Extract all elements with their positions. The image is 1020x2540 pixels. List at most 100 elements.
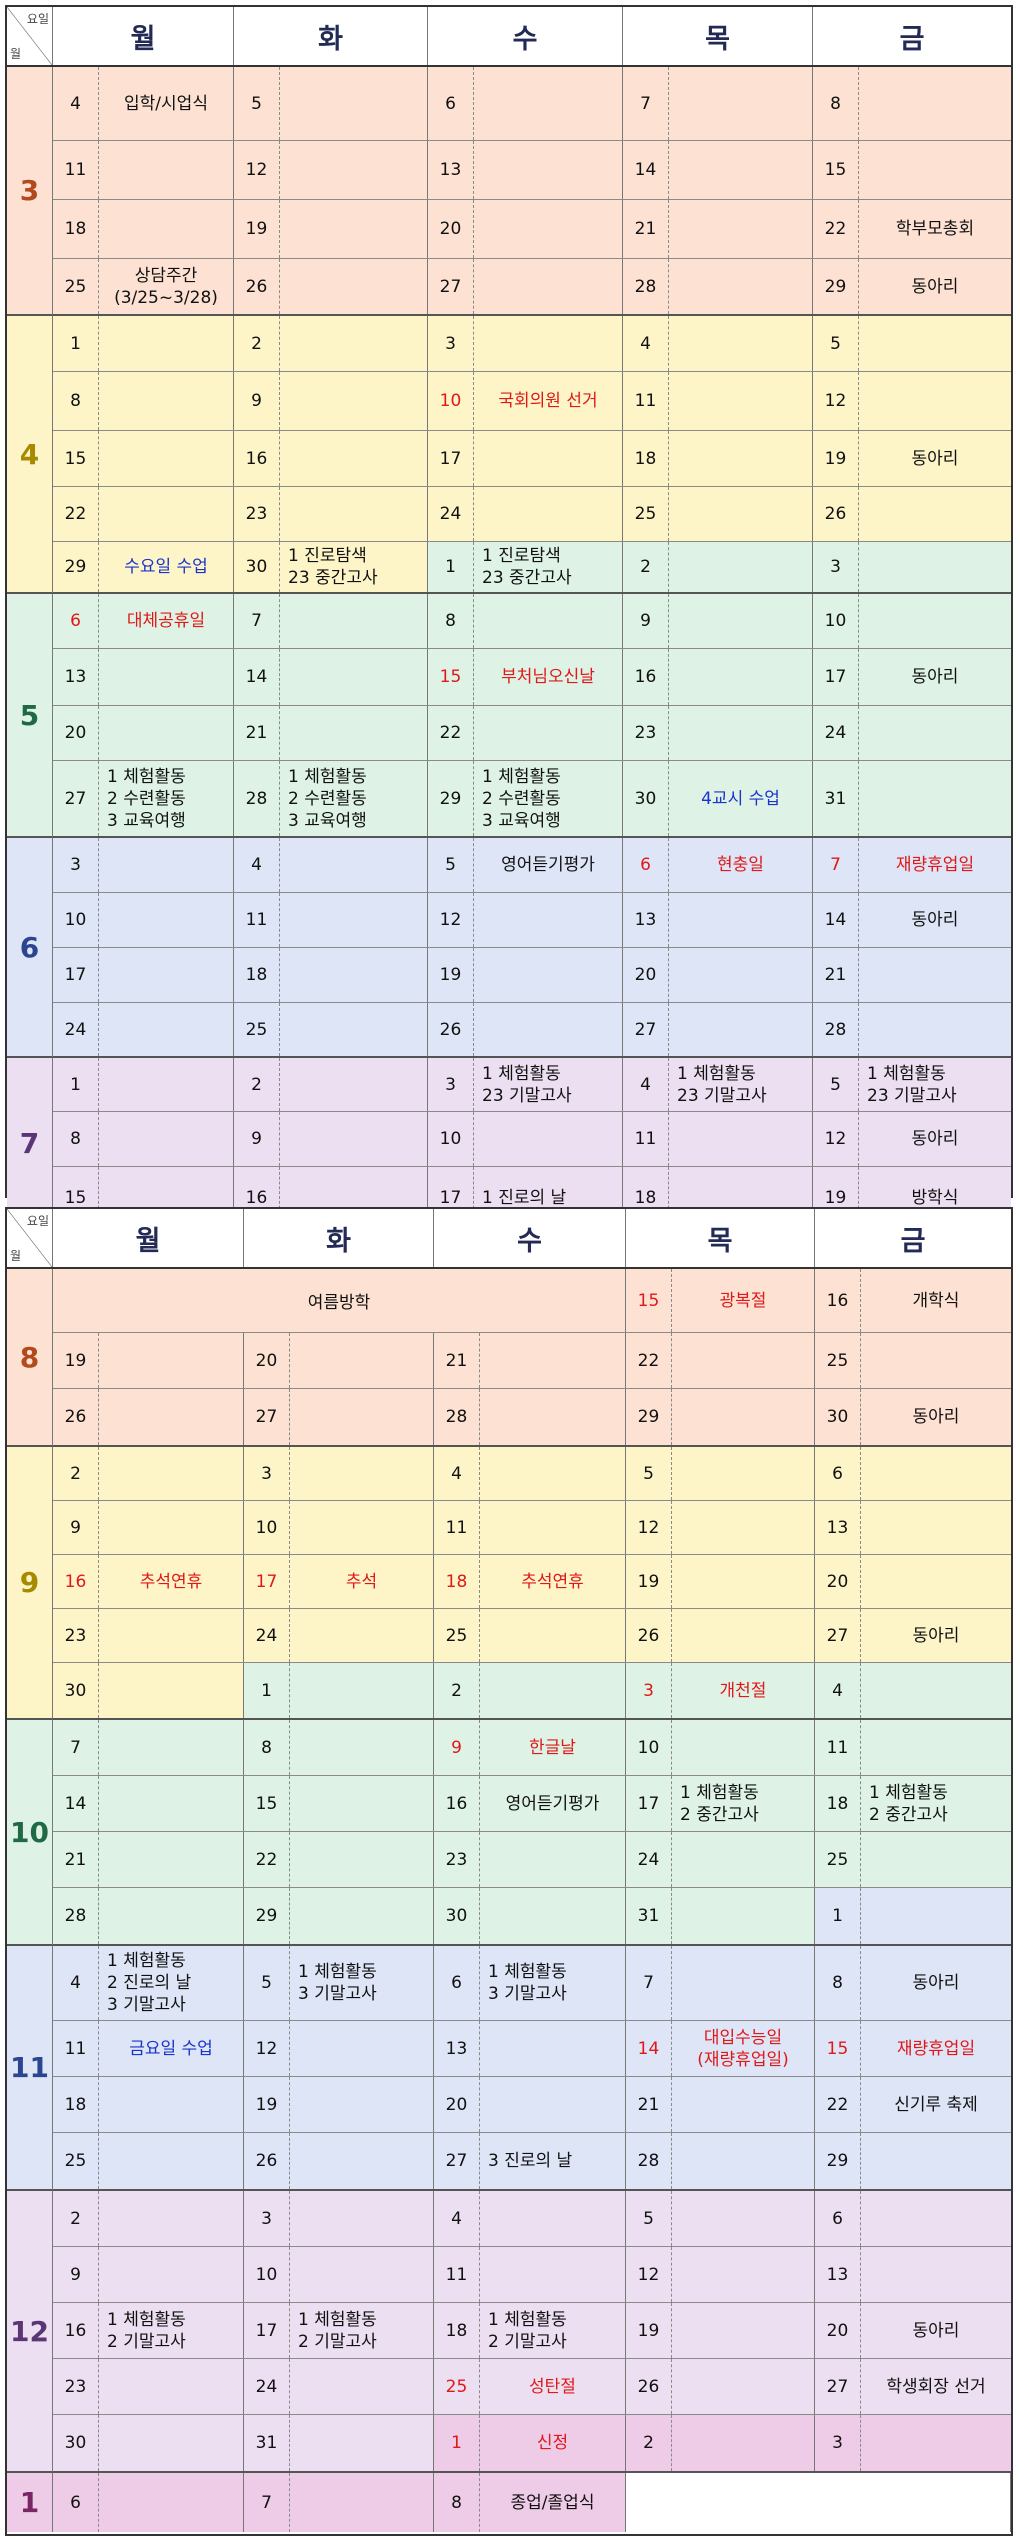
week-row: 9 10 11 12 13 bbox=[53, 1501, 1011, 1555]
day-number: 6 bbox=[434, 1946, 480, 2020]
day-number: 21 bbox=[623, 200, 669, 258]
day-cell: 21 bbox=[434, 1333, 626, 1388]
day-number: 3 bbox=[626, 1663, 672, 1718]
day-number: 15 bbox=[813, 141, 859, 199]
day-event bbox=[480, 1663, 625, 1718]
day-number: 3 bbox=[813, 542, 859, 592]
day-cell: 28 1 체험활동 2 수련활동 3 교육여행 bbox=[234, 761, 428, 836]
event-line: 2 수련활동 bbox=[107, 788, 186, 809]
day-number: 7 bbox=[234, 594, 280, 648]
week-row: 7 8 9 한글날 10 11 bbox=[53, 1720, 1011, 1776]
day-number: 16 bbox=[234, 431, 280, 486]
day-number: 16 bbox=[53, 2303, 99, 2358]
day-event bbox=[290, 1501, 433, 1554]
day-event bbox=[672, 1333, 814, 1388]
day-event bbox=[859, 948, 1011, 1002]
day-cell: 7 bbox=[244, 2473, 434, 2532]
day-number: 25 bbox=[815, 1832, 861, 1887]
day-event bbox=[280, 316, 427, 371]
day-cell: 26 bbox=[428, 1003, 623, 1056]
event-line: 23 중간고사 bbox=[288, 568, 378, 588]
day-number: 18 bbox=[434, 2303, 480, 2358]
month-group-5: 5 6 대체공휴일 7 8 9 10 13 14 15 부처님오신날 16 17 동아리 20 21 22 23 2… bbox=[7, 594, 1011, 838]
day-number: 21 bbox=[53, 1832, 99, 1887]
day-cell: 5 bbox=[626, 2191, 815, 2246]
week-row: 27 1 체험활동 2 수련활동 3 교육여행 28 1 체험활동 2 수련활동 3 교육여행… bbox=[53, 761, 1011, 836]
event-line: 대입수능일 bbox=[703, 2027, 783, 2048]
day-event: 신정 bbox=[480, 2415, 625, 2471]
day-cell: 6 bbox=[53, 2473, 244, 2532]
day-event: 금요일 수업 bbox=[99, 2021, 243, 2076]
event-line: 동아리 bbox=[911, 910, 959, 930]
week-row: 17 18 19 20 21 bbox=[53, 948, 1011, 1003]
day-event bbox=[280, 706, 427, 760]
day-event: 동아리 bbox=[859, 1112, 1011, 1166]
day-cell: 17 추석 bbox=[244, 1555, 434, 1608]
month-label-9: 9 bbox=[7, 1447, 53, 1720]
day-event bbox=[290, 1720, 433, 1775]
day-cell: 16 개학식 bbox=[815, 1269, 1011, 1332]
day-number: 20 bbox=[53, 706, 99, 760]
calendar-semester-1: 요일 월 월 화 수 목 금 3 4 입학/시업식 5 6 7 8 11 12 13 14 15 18 1… bbox=[5, 5, 1013, 1228]
week-row: 8 9 10 국회의원 선거 11 12 bbox=[53, 372, 1011, 431]
day-number: 21 bbox=[626, 2077, 672, 2132]
day-cell: 15 부처님오신날 bbox=[428, 649, 623, 705]
day-cell: 29 bbox=[815, 2133, 1011, 2189]
day-cell: 4 bbox=[434, 2191, 626, 2246]
event-line: (재량휴업일) bbox=[697, 2049, 789, 2070]
day-cell: 2 bbox=[234, 316, 428, 371]
event-line: 1 체험활동 bbox=[869, 1782, 948, 1803]
day-event bbox=[480, 1389, 625, 1445]
day-number: 18 bbox=[815, 1776, 861, 1831]
month-label: 월 bbox=[10, 1249, 22, 1263]
day-event bbox=[669, 487, 812, 541]
day-event bbox=[480, 2021, 625, 2076]
event-line: 동아리 bbox=[911, 667, 959, 687]
day-number: 13 bbox=[434, 2021, 480, 2076]
day-event bbox=[672, 1501, 814, 1554]
day-cell: 12 동아리 bbox=[813, 1112, 1011, 1166]
day-event bbox=[669, 1112, 812, 1166]
day-number: 16 bbox=[53, 1555, 99, 1608]
day-cell: 30 동아리 bbox=[815, 1389, 1011, 1445]
day-cell: 31 bbox=[244, 2415, 434, 2471]
day-number: 1 bbox=[244, 1663, 290, 1718]
day-cell: 24 bbox=[813, 706, 1011, 760]
day-number: 3 bbox=[244, 2191, 290, 2246]
day-cell: 2 bbox=[434, 1663, 626, 1718]
day-event bbox=[99, 1501, 243, 1554]
day-event bbox=[99, 2247, 243, 2302]
week-row: 11 12 13 14 15 bbox=[53, 141, 1011, 200]
day-number: 18 bbox=[53, 2077, 99, 2132]
day-cell: 11 bbox=[234, 893, 428, 947]
event-line: 3 교육여행 bbox=[107, 810, 186, 831]
month-group-1: 1 6 7 8 종업/졸업식 bbox=[7, 2473, 1011, 2532]
week-row: 6 7 8 종업/졸업식 bbox=[53, 2473, 1011, 2532]
day-cell: 26 bbox=[626, 2359, 815, 2414]
day-event: 추석연휴 bbox=[480, 1555, 625, 1608]
day-event bbox=[280, 372, 427, 430]
day-event: 동아리 bbox=[859, 431, 1011, 486]
month-group-4: 4 1 2 3 4 5 8 9 10 국회의원 선거 11 12 15 16 17 18 19 동아리 22 23 24… bbox=[7, 316, 1011, 594]
day-cell: 24 bbox=[626, 1832, 815, 1887]
day-event bbox=[474, 487, 622, 541]
week-row: 22 23 24 25 26 bbox=[53, 487, 1011, 542]
day-cell: 13 bbox=[623, 893, 813, 947]
day-cell: 21 bbox=[53, 1832, 244, 1887]
day-cell: 3 bbox=[244, 2191, 434, 2246]
day-cell: 3 bbox=[813, 542, 1011, 592]
day-event bbox=[669, 200, 812, 258]
day-event bbox=[859, 487, 1011, 541]
event-line: 동아리 bbox=[911, 1129, 959, 1149]
day-cell: 11 금요일 수업 bbox=[53, 2021, 244, 2076]
day-event bbox=[290, 1888, 433, 1944]
day-number: 26 bbox=[244, 2133, 290, 2189]
day-cell: 17 동아리 bbox=[813, 649, 1011, 705]
day-cell: 25 상담주간 (3/25~3/28) bbox=[53, 259, 234, 314]
day-cell: 8 bbox=[53, 372, 234, 430]
day-number: 28 bbox=[434, 1389, 480, 1445]
day-number: 14 bbox=[626, 2021, 672, 2076]
